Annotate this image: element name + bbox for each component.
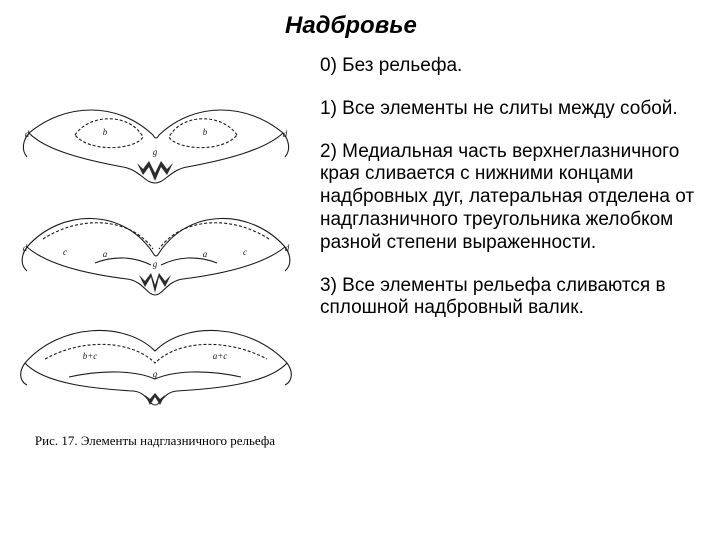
figure-caption: Рис. 17. Элементы надглазничного рельефа: [5, 433, 305, 449]
item-0: 0) Без рельефа.: [320, 55, 700, 78]
figure-column: d b g b d: [5, 95, 305, 449]
description-column: 0) Без рельефа. 1) Все элементы не слиты…: [320, 55, 700, 340]
fig2-label-c-right: c: [243, 247, 247, 257]
item-1: 1) Все элементы не слиты между собой.: [320, 98, 700, 121]
fig2-label-c-left: c: [63, 247, 67, 257]
fig1-label-b-right: b: [203, 127, 208, 137]
fig1-label-g: g: [153, 147, 158, 157]
fig3-label-bc: b+c: [83, 351, 98, 361]
fig1-label-d-left: d: [25, 129, 30, 139]
page-title: Надбровье: [285, 12, 417, 40]
fig2-label-d-left: d: [23, 243, 28, 253]
fig-2: d c a g a c d: [5, 205, 305, 310]
fig2-label-g: g: [153, 259, 158, 269]
item-2: 2) Медиальная часть верхнеглазничного кр…: [320, 141, 700, 255]
fig2-label-a-left: a: [103, 249, 108, 259]
fig2-label-d-right: d: [285, 243, 290, 253]
fig1-label-d-right: d: [283, 129, 288, 139]
fig2-label-a-right: a: [203, 249, 208, 259]
fig1-label-b-left: b: [103, 127, 108, 137]
fig-1: d b g b d: [5, 95, 305, 200]
item-3: 3) Все элементы рельефа сливаются в спло…: [320, 275, 700, 321]
fig-3: b+c g a+c: [5, 315, 305, 420]
fig3-label-g: g: [153, 369, 158, 379]
fig3-label-ac: a+c: [213, 351, 228, 361]
